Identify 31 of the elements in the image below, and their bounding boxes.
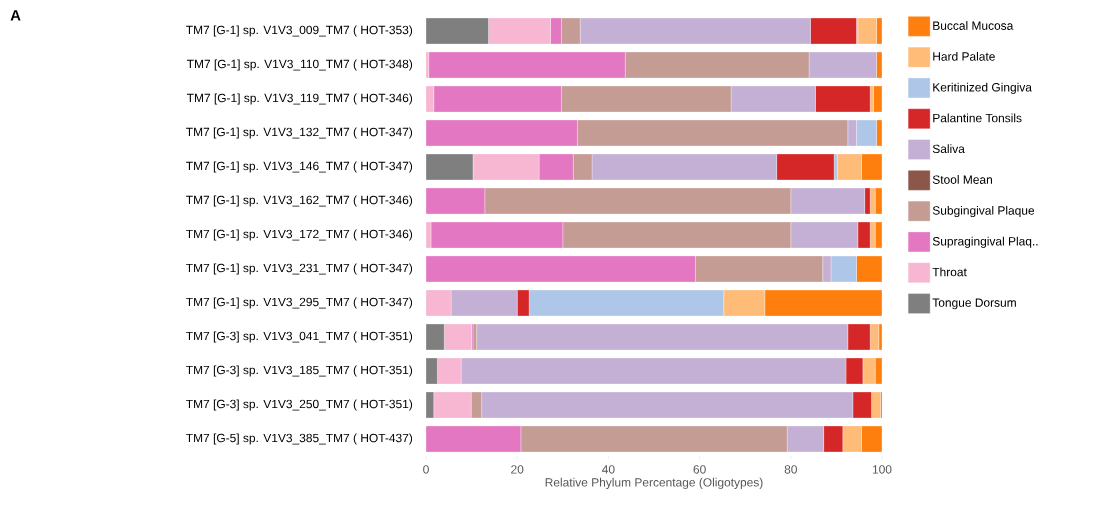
legend-label: Throat: [932, 267, 967, 277]
y-tick-label: TM7 [G-5] sp. V1V3_385_TM7 ( HOT-437): [186, 433, 413, 445]
legend-label: Hard Palate: [933, 51, 995, 61]
legend-label: Subgingival Plaque: [932, 205, 1035, 218]
y-tick-label: TM7 [G-1] sp. V1V3_231_TM7 ( HOT-347): [186, 263, 413, 275]
legend-label: Supragingival Plaq..: [932, 236, 1038, 248]
legend-label: Palantine Tonsils: [933, 113, 1022, 123]
y-tick-label: TM7 [G-1] sp. V1V3_162_TM7 ( HOT-346): [186, 195, 413, 207]
x-tick-label: 100: [872, 465, 892, 474]
y-tick-label: TM7 [G-1] sp. V1V3_172_TM7 ( HOT-346): [186, 229, 413, 241]
y-tick-label: TM7 [G-3] sp. V1V3_185_TM7 ( HOT-351): [186, 365, 413, 377]
y-tick-label: TM7 [G-1] sp. V1V3_110_TM7 ( HOT-348): [186, 59, 413, 71]
legend-label: Tongue Dorsum: [932, 298, 1016, 310]
legend-label: Buccal Mucosa: [933, 21, 1014, 30]
x-tick-label: 60: [693, 465, 706, 474]
y-tick-label: TM7 [G-1] sp. V1V3_295_TM7 ( HOT-347): [186, 297, 413, 309]
legend-label: Keritinized Gingiva: [933, 82, 1032, 94]
y-tick-label: TM7 [G-1] sp. V1V3_132_TM7 ( HOT-347): [186, 127, 413, 139]
y-tick-label: TM7 [G-1] sp. V1V3_009_TM7 ( HOT-353): [186, 25, 413, 37]
x-tick-label: 80: [784, 465, 797, 474]
legend-label: Saliva: [932, 144, 965, 154]
y-tick-label: TM7 [G-3] sp. V1V3_041_TM7 ( HOT-351): [186, 331, 413, 343]
x-axis-title: Relative Phylum Percentage (Oligotypes): [545, 477, 763, 489]
legend-label: Stool Mean: [932, 175, 992, 184]
y-tick-label: TM7 [G-1] sp. V1V3_119_TM7 ( HOT-346): [186, 93, 413, 105]
x-tick-label: 0: [423, 465, 429, 474]
y-tick-label: TM7 [G-1] sp. V1V3_146_TM7 ( HOT-347): [186, 161, 413, 173]
text: A: [10, 10, 21, 21]
y-tick-label: TM7 [G-3] sp. V1V3_250_TM7 ( HOT-351): [186, 399, 413, 411]
x-tick-label: 40: [602, 465, 615, 474]
x-tick-label: 20: [511, 465, 524, 474]
